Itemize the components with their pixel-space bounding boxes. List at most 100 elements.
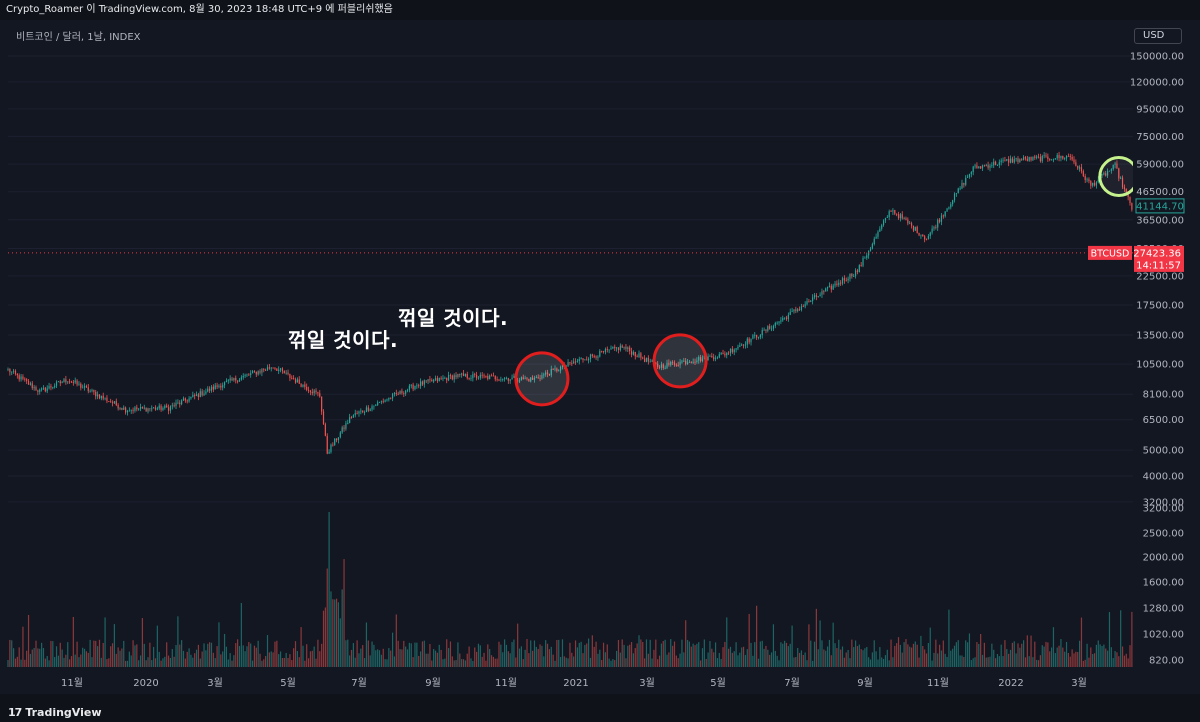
candle-body <box>976 165 978 169</box>
volume-bar <box>817 649 819 667</box>
candle-body <box>724 353 726 356</box>
volume-bar <box>791 625 793 667</box>
volume-bar <box>477 643 480 667</box>
volume-bar <box>1000 644 1002 667</box>
volume-bar <box>7 660 9 667</box>
volume-bar <box>138 660 140 667</box>
volume-bar <box>11 640 13 667</box>
candle-body <box>974 165 976 167</box>
candle-body <box>526 378 528 380</box>
candle-body <box>233 378 235 381</box>
candle-body <box>141 406 144 409</box>
volume-bar <box>681 639 683 667</box>
candle-body <box>658 367 661 368</box>
tradingview-brand: TradingView <box>25 706 102 719</box>
volume-bar <box>1125 653 1127 667</box>
candle-body <box>668 362 670 365</box>
candle-body <box>815 295 817 297</box>
volume-bar <box>522 659 524 667</box>
volume-bar <box>690 646 692 667</box>
volume-bar <box>533 640 536 667</box>
candle-body <box>776 322 778 324</box>
volume-bar <box>438 644 440 667</box>
volume-bar <box>856 646 859 667</box>
candle-body <box>298 379 300 384</box>
candle-body <box>35 387 37 391</box>
volume-bar <box>970 660 972 667</box>
candle-body <box>459 373 461 375</box>
volume-bar <box>115 653 117 667</box>
candle-body <box>9 368 11 373</box>
candle-body <box>334 438 336 445</box>
volume-bar <box>179 644 181 667</box>
volume-bar <box>716 658 719 667</box>
volume-bar <box>82 647 84 667</box>
candle-body <box>22 376 24 379</box>
candle-body <box>216 385 218 387</box>
volume-bar <box>584 644 586 667</box>
candle-body <box>209 388 211 391</box>
volume-bar <box>132 640 134 667</box>
grid <box>8 55 1133 503</box>
volume-bar <box>343 559 345 667</box>
volume-bar <box>1034 641 1036 667</box>
volume-bar <box>263 659 265 667</box>
candle-body <box>901 214 903 219</box>
price-chart[interactable]: 150000.00 120000.00 95000.00 75000.00 59000.… <box>0 20 1200 694</box>
candle-body <box>446 377 448 381</box>
volume-bar <box>983 642 985 667</box>
volume-bar <box>509 653 511 667</box>
candle-body <box>237 380 239 382</box>
candle-body <box>31 383 33 389</box>
candle-body <box>767 326 769 331</box>
candle-body <box>627 347 629 349</box>
volume-bar <box>1090 647 1092 667</box>
volume-bar <box>1013 641 1015 667</box>
candle-body <box>447 375 450 381</box>
volume-bar <box>246 646 248 667</box>
candle-body <box>909 223 911 225</box>
volume-bar <box>825 650 827 667</box>
volume-bar <box>703 639 705 667</box>
time-tick-label: 3월 <box>1071 677 1087 689</box>
volume-bar <box>358 653 360 667</box>
candle-body <box>821 291 823 295</box>
candle-body <box>1080 167 1083 172</box>
candle-body <box>483 375 485 377</box>
currency-button[interactable]: USD <box>1134 28 1182 44</box>
candle-body <box>194 395 196 396</box>
candle-body <box>126 410 129 413</box>
candle-body <box>278 369 280 371</box>
time-axis[interactable]: 11월 2020 3월 5월 7월 9월 11월 2021 3월 5월 7월 9월 11월 2022 3월 <box>61 677 1087 689</box>
volume-bar <box>787 646 789 667</box>
candle-body <box>890 211 892 213</box>
volume-bar <box>601 659 603 667</box>
volume-bar <box>769 654 771 667</box>
candle-body <box>530 377 532 382</box>
candle-body <box>763 329 765 331</box>
candle-body <box>578 359 580 362</box>
volume-bar <box>657 659 659 667</box>
candle-body <box>270 367 272 369</box>
volume-bar <box>625 658 627 667</box>
candle-body <box>1050 159 1053 161</box>
candle-body <box>175 402 177 406</box>
time-tick-label: 5월 <box>280 677 296 689</box>
candle-body <box>466 373 468 379</box>
candle-body <box>731 348 733 353</box>
volume-bar <box>692 643 694 667</box>
volume-bar <box>1086 643 1088 667</box>
volume-bar <box>93 640 95 667</box>
candle-body <box>791 311 793 313</box>
tradingview-logo[interactable]: 17 TradingView <box>8 706 102 719</box>
candle-body <box>427 379 429 382</box>
volume-bar <box>931 660 933 667</box>
candle-body <box>218 385 220 387</box>
candle-body <box>423 380 425 385</box>
volume-bar <box>763 648 765 667</box>
candle-body <box>858 265 860 272</box>
candle-body <box>735 348 737 350</box>
price-axis[interactable]: 150000.00 120000.00 95000.00 75000.00 59000.… <box>1130 20 1200 694</box>
candle-body <box>856 270 859 272</box>
